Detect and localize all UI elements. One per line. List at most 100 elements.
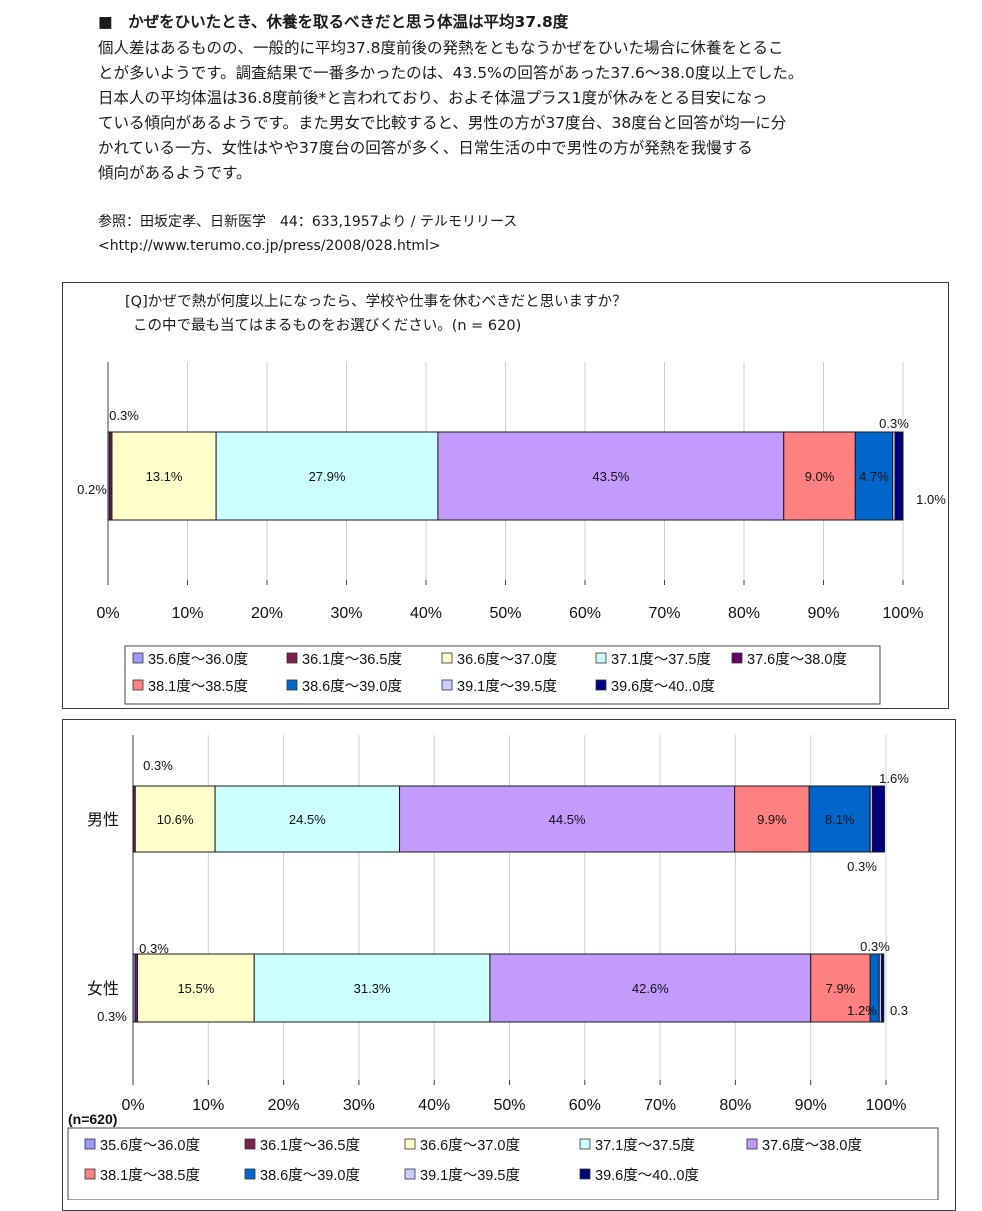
legend-swatch — [244, 1138, 256, 1150]
legend-label: 38.1度〜38.5度 — [100, 1167, 200, 1184]
legend-label: 39.6度〜40..0度 — [595, 1167, 699, 1184]
legend-swatch — [441, 679, 453, 691]
legend-swatch — [132, 652, 144, 664]
data-label: 27.9% — [309, 469, 346, 484]
data-label: 1.0% — [916, 492, 946, 507]
data-label: 0.3% — [109, 408, 139, 423]
legend-swatch — [731, 652, 743, 664]
data-label: 43.5% — [592, 469, 629, 484]
legend-label: 39.1度〜39.5度 — [457, 678, 557, 695]
legend-swatch — [579, 1138, 591, 1150]
legend-label: 39.6度〜40..0度 — [611, 678, 715, 695]
bar-segment — [134, 785, 216, 853]
x-tick-label: 50% — [489, 605, 521, 622]
x-tick-label: 0% — [121, 1097, 144, 1114]
article-heading: ■ かぜをひいたとき、休養を取るべきだと思う体温は平均37.8度 — [98, 13, 569, 31]
legend-label: 36.1度〜36.5度 — [260, 1137, 360, 1154]
x-tick-label: 60% — [569, 605, 601, 622]
legend-label: 37.6度〜38.0度 — [762, 1137, 862, 1154]
legend-swatch — [579, 1168, 591, 1180]
legend-label: 37.6度〜38.0度 — [747, 651, 847, 668]
article-paragraph: 個人差はあるものの、一般的に平均37.8度前後の発熱をともなうかぜをひいた場合に… — [98, 36, 898, 186]
legend-swatch — [595, 652, 607, 664]
question-line-2: この中で最も当てはまるものをお選びください。(n = 620) — [133, 318, 522, 334]
legend-swatch — [84, 1168, 96, 1180]
data-label: 13.1% — [146, 469, 183, 484]
legend-swatch — [132, 679, 144, 691]
paragraph-line: 個人差はあるものの、一般的に平均37.8度前後の発熱をともなうかぜをひいた場合に… — [98, 39, 784, 57]
data-label: 9.0% — [805, 469, 835, 484]
legend-frame — [67, 1127, 939, 1200]
legend-label: 38.1度〜38.5度 — [148, 678, 248, 695]
data-label: 7.9% — [826, 981, 856, 996]
data-label: 0.3% — [139, 941, 169, 956]
legend-label: 39.1度〜39.5度 — [420, 1167, 520, 1184]
legend-swatch — [286, 679, 298, 691]
reference-source: 参照：田坂定孝、日新医学 44：633,1957より / テルモリリース — [98, 214, 518, 230]
legend-label: 36.6度〜37.0度 — [457, 651, 557, 668]
data-label: 15.5% — [177, 981, 214, 996]
data-label: 0.3 — [890, 1003, 908, 1018]
paragraph-line: ている傾向があるようです。また男女で比較すると、男性の方が37度台、38度台と回… — [98, 114, 787, 132]
x-tick-label: 70% — [648, 605, 680, 622]
x-tick-label: 20% — [251, 605, 283, 622]
bar-segment — [808, 785, 871, 853]
bar-segment — [489, 953, 812, 1023]
x-tick-label: 10% — [192, 1097, 224, 1114]
data-label: 0.3% — [143, 758, 173, 773]
x-tick-label: 30% — [330, 605, 362, 622]
x-tick-label: 30% — [343, 1097, 375, 1114]
category-label: 男性 — [87, 811, 119, 829]
sample-size-label: (n=620) — [68, 1111, 117, 1127]
reference-url[interactable]: <http://www.terumo.co.jp/press/2008/028.… — [98, 238, 441, 254]
survey-question: [Q]かぜで熱が何度以上になったら、学校や仕事を休むべきだと思いますか？ この中… — [125, 290, 627, 338]
data-label: 0.3% — [847, 859, 877, 874]
question-line-1: [Q]かぜで熱が何度以上になったら、学校や仕事を休むべきだと思いますか？ — [125, 294, 627, 310]
paragraph-line: 傾向があるようです。 — [98, 164, 252, 182]
data-label: 31.3% — [354, 981, 391, 996]
x-tick-label: 40% — [418, 1097, 450, 1114]
x-tick-label: 40% — [410, 605, 442, 622]
legend-swatch — [595, 679, 607, 691]
legend-swatch — [286, 652, 298, 664]
legend-label: 37.1度〜37.5度 — [595, 1137, 695, 1154]
bar-segment — [111, 431, 217, 521]
data-label: 0.2% — [77, 482, 107, 497]
data-label: 0.3% — [860, 939, 890, 954]
bar-segment — [399, 785, 736, 853]
data-label: 10.6% — [157, 812, 194, 827]
x-tick-label: 10% — [171, 605, 203, 622]
data-label: 9.9% — [757, 812, 787, 827]
data-label: 4.7% — [859, 469, 889, 484]
x-tick-label: 0% — [96, 605, 119, 622]
x-tick-label: 100% — [883, 605, 924, 622]
legend-swatch — [404, 1138, 416, 1150]
data-label: 44.5% — [549, 812, 586, 827]
data-label: 0.3% — [97, 1009, 127, 1024]
x-tick-label: 70% — [644, 1097, 676, 1114]
bar-segment — [894, 431, 904, 521]
paragraph-line: とが多いようです。調査結果で一番多かったのは、43.5%の回答があった37.6〜… — [98, 64, 804, 82]
bar-segment — [734, 785, 810, 853]
bar-segment — [783, 431, 856, 521]
bar-segment — [215, 431, 439, 521]
bar-segment — [871, 785, 885, 853]
legend-frame — [124, 645, 881, 705]
data-label: 0.3% — [879, 416, 909, 431]
x-tick-label: 90% — [795, 1097, 827, 1114]
legend-label: 35.6度〜36.0度 — [148, 651, 248, 668]
x-tick-label: 100% — [866, 1097, 907, 1114]
legend-swatch — [441, 652, 453, 664]
bar-segment — [137, 953, 255, 1023]
x-tick-label: 90% — [807, 605, 839, 622]
bar-segment — [437, 431, 785, 521]
category-label: 女性 — [87, 979, 119, 998]
x-tick-label: 60% — [569, 1097, 601, 1114]
paragraph-line: 日本人の平均体温は36.8度前後*と言われており、およそ体温プラス1度が休みをと… — [98, 89, 768, 107]
legend-label: 36.1度〜36.5度 — [302, 651, 402, 668]
bar-segment — [880, 953, 885, 1023]
data-label: 42.6% — [632, 981, 669, 996]
legend-swatch — [404, 1168, 416, 1180]
legend-swatch — [84, 1138, 96, 1150]
